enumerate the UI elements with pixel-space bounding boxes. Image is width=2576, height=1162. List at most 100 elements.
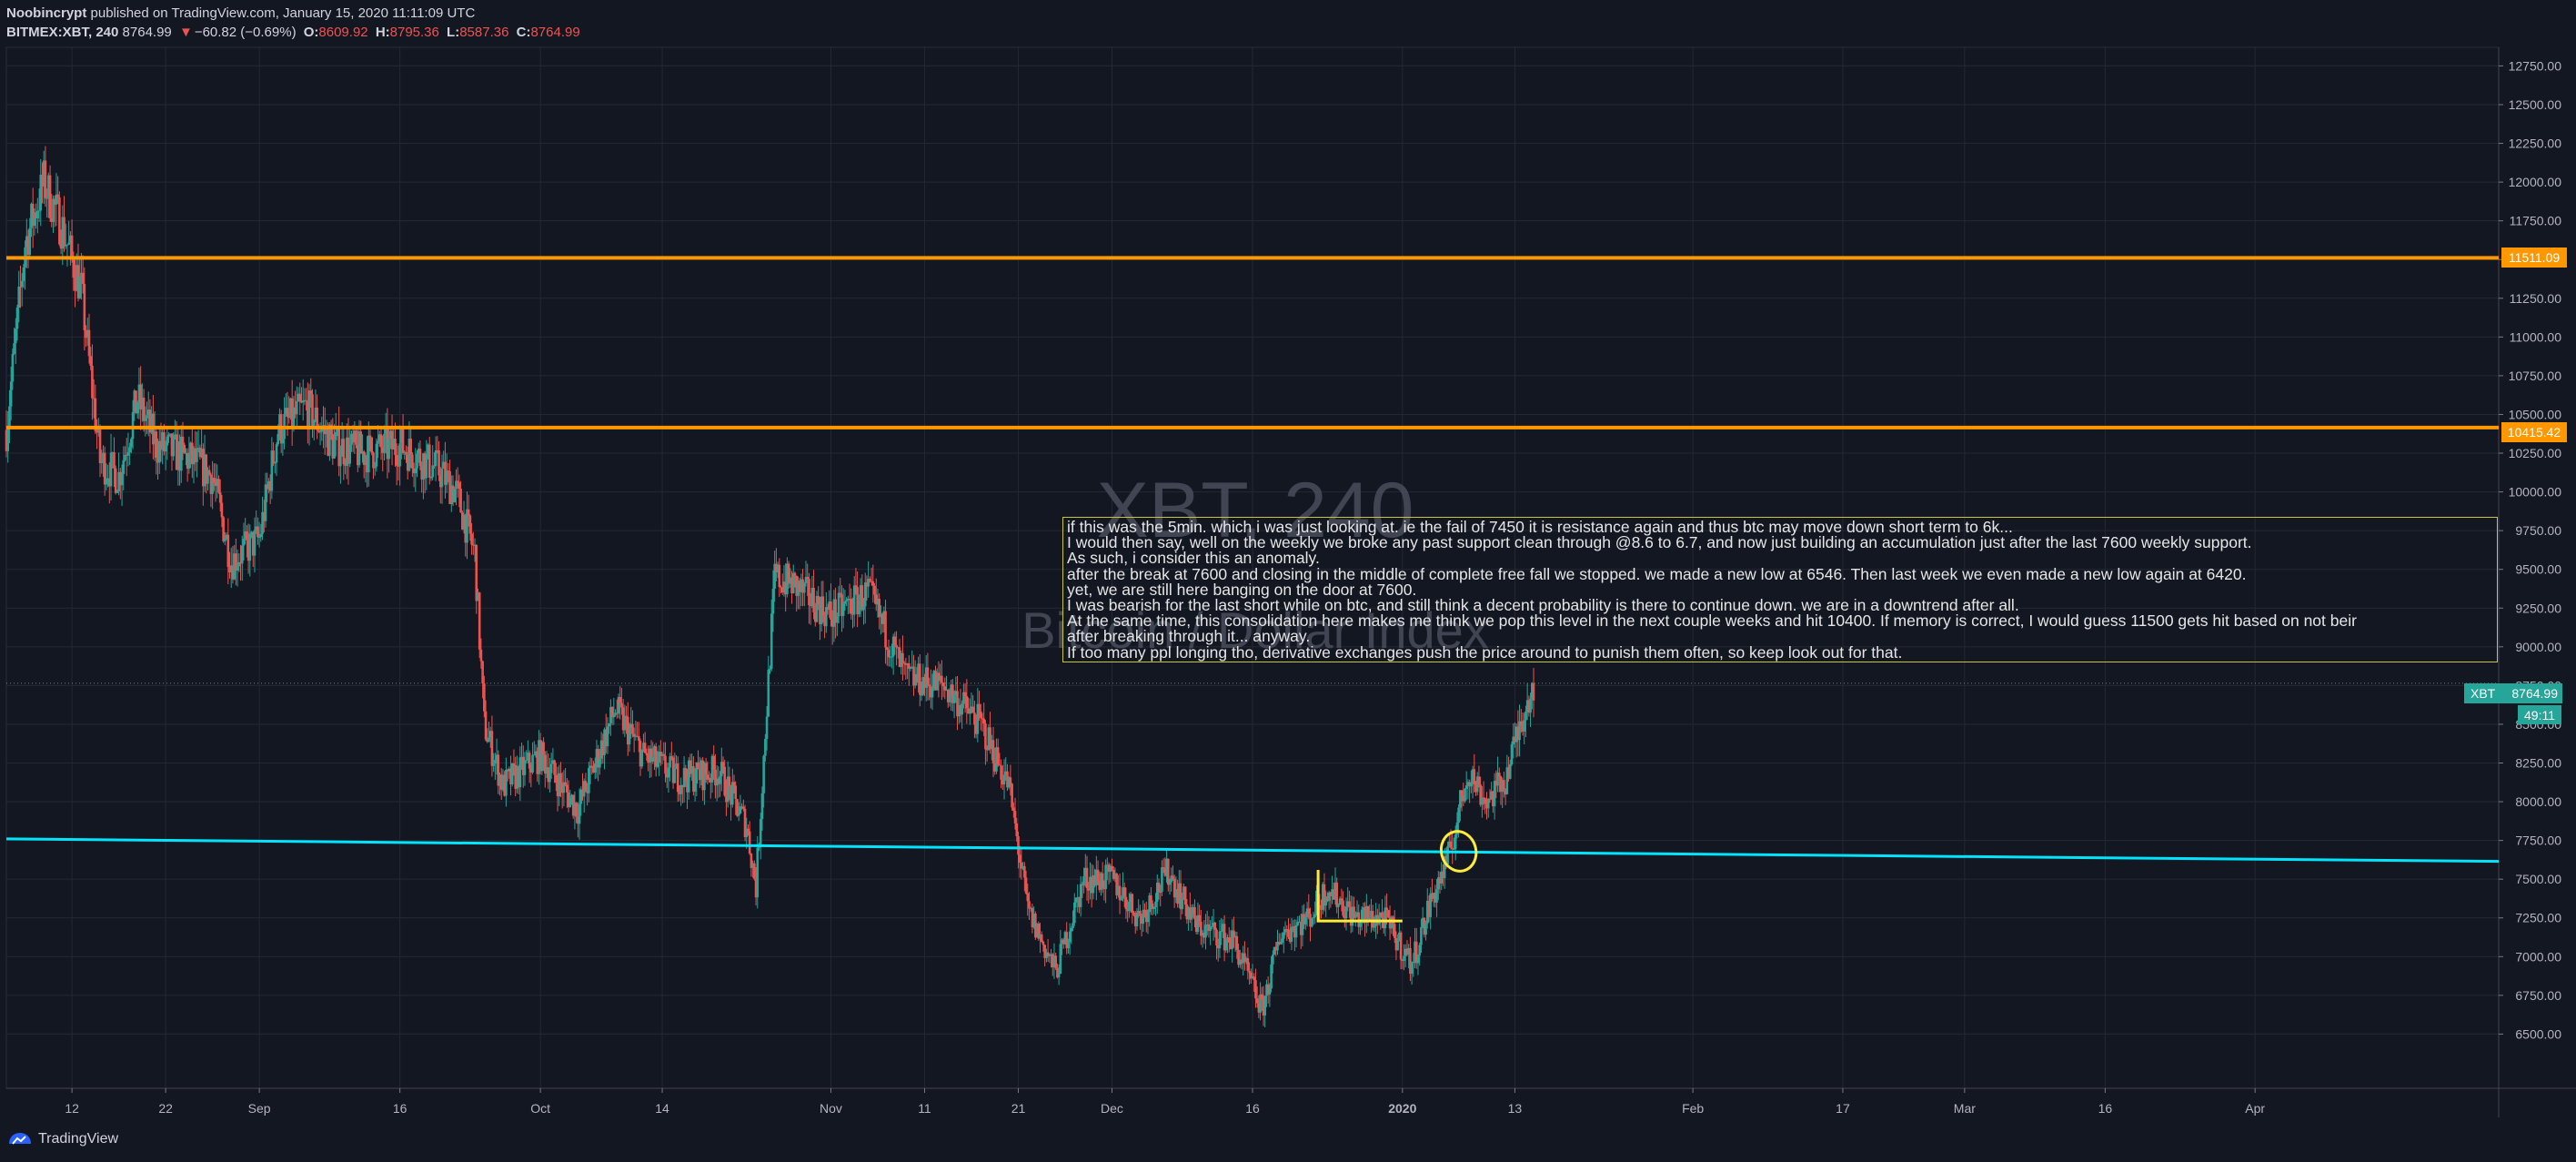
candle-body bbox=[347, 437, 350, 464]
candle-body bbox=[80, 272, 83, 278]
candle-body bbox=[891, 656, 893, 658]
candle-body bbox=[277, 433, 280, 445]
candle-body bbox=[1420, 926, 1423, 945]
candle-body bbox=[342, 439, 346, 465]
candle-body bbox=[272, 450, 275, 464]
candle-body bbox=[64, 245, 67, 247]
candle-body bbox=[1257, 1003, 1261, 1013]
candle-body bbox=[1253, 976, 1256, 981]
price-tick-label: 10250.00 bbox=[2509, 446, 2562, 460]
candle-body bbox=[1182, 886, 1185, 899]
candle-body bbox=[1263, 995, 1267, 1015]
candle-body bbox=[278, 414, 281, 434]
candle-body bbox=[1227, 937, 1231, 943]
candle-body bbox=[528, 753, 531, 769]
candle-body bbox=[20, 280, 24, 288]
candle-body bbox=[1390, 916, 1394, 929]
time-tick-label: Nov bbox=[820, 1101, 842, 1116]
candle-body bbox=[1034, 914, 1037, 938]
candle-body bbox=[951, 684, 954, 703]
candle-body bbox=[290, 398, 294, 427]
candle-body bbox=[467, 509, 470, 516]
candle-body bbox=[9, 381, 13, 407]
candle-body bbox=[1222, 924, 1224, 932]
candle-body bbox=[1446, 845, 1449, 865]
tradingview-logo-icon bbox=[9, 1133, 31, 1145]
candle-body bbox=[1475, 776, 1479, 793]
candle-body bbox=[865, 582, 869, 587]
candle-body bbox=[945, 690, 948, 692]
candle-body bbox=[642, 743, 645, 750]
candle-body bbox=[408, 438, 411, 471]
candle-body bbox=[1423, 917, 1426, 935]
candle-body bbox=[1092, 874, 1095, 894]
candle-body bbox=[1059, 944, 1062, 974]
candle-body bbox=[1183, 886, 1187, 905]
candle-body bbox=[562, 782, 566, 793]
candle-body bbox=[364, 455, 367, 465]
candle-body bbox=[372, 452, 375, 469]
candle-body bbox=[133, 390, 136, 412]
candle-body bbox=[185, 452, 187, 454]
candle-body bbox=[981, 718, 984, 720]
candle-body bbox=[670, 756, 673, 758]
candle-body bbox=[920, 694, 923, 696]
candle-body bbox=[534, 751, 538, 755]
candle-body bbox=[1212, 922, 1215, 926]
candle-body bbox=[499, 774, 503, 790]
candle-body bbox=[1054, 955, 1057, 968]
candle-body bbox=[521, 756, 525, 775]
candle-body bbox=[1460, 790, 1464, 795]
candle-body bbox=[494, 760, 497, 764]
candle-body bbox=[690, 766, 693, 774]
candle-body bbox=[120, 474, 124, 486]
time-tick-label: 12 bbox=[65, 1101, 79, 1116]
candle-body bbox=[1093, 874, 1096, 886]
candle-body bbox=[131, 411, 135, 440]
candle-body bbox=[1061, 939, 1063, 945]
candle-body bbox=[96, 430, 98, 433]
candle-body bbox=[1279, 943, 1283, 945]
candle-body bbox=[1293, 925, 1296, 938]
author-name[interactable]: Noobincrypt bbox=[6, 5, 87, 21]
candle-body bbox=[1140, 915, 1143, 925]
candle-body bbox=[998, 764, 1001, 766]
watermark-name: Bitcoin / Dollar Index bbox=[1021, 601, 1489, 659]
candle-body bbox=[1137, 910, 1140, 913]
candle-body bbox=[995, 747, 998, 772]
candle-body bbox=[1041, 941, 1045, 945]
candle-body bbox=[167, 434, 170, 437]
candle-body bbox=[636, 735, 639, 737]
candle-body bbox=[229, 565, 233, 573]
annotation-textbox[interactable]: if this was the 5min. which i was just l… bbox=[1062, 517, 2498, 662]
candle-body bbox=[1051, 954, 1054, 968]
candle-body bbox=[1384, 907, 1387, 929]
candle-body bbox=[275, 444, 278, 463]
candle-body bbox=[47, 175, 50, 198]
candle-body bbox=[915, 673, 919, 683]
candle-body bbox=[1387, 910, 1390, 918]
candle-body bbox=[464, 514, 468, 543]
candle-body bbox=[117, 471, 120, 491]
candle-body bbox=[422, 453, 425, 480]
candle-body bbox=[202, 449, 205, 487]
candle-body bbox=[286, 408, 289, 418]
candle-body bbox=[664, 755, 667, 774]
tradingview-branding[interactable]: TradingView bbox=[7, 1131, 118, 1147]
candle-body bbox=[901, 652, 904, 663]
candle-body bbox=[1479, 784, 1482, 805]
candle-body bbox=[1215, 929, 1218, 945]
candle-body bbox=[472, 544, 475, 546]
candle-body bbox=[730, 786, 732, 805]
candle-body bbox=[589, 765, 592, 768]
candle-body bbox=[619, 697, 621, 703]
candle-body bbox=[59, 244, 63, 249]
candle-body bbox=[440, 468, 444, 488]
candle-body bbox=[1507, 767, 1510, 779]
candle-body bbox=[1028, 901, 1031, 909]
candle-body bbox=[1519, 721, 1523, 726]
candle-body bbox=[1176, 889, 1179, 904]
open-label: O: bbox=[303, 25, 319, 40]
price-tick-label: 6500.00 bbox=[2515, 1026, 2561, 1041]
